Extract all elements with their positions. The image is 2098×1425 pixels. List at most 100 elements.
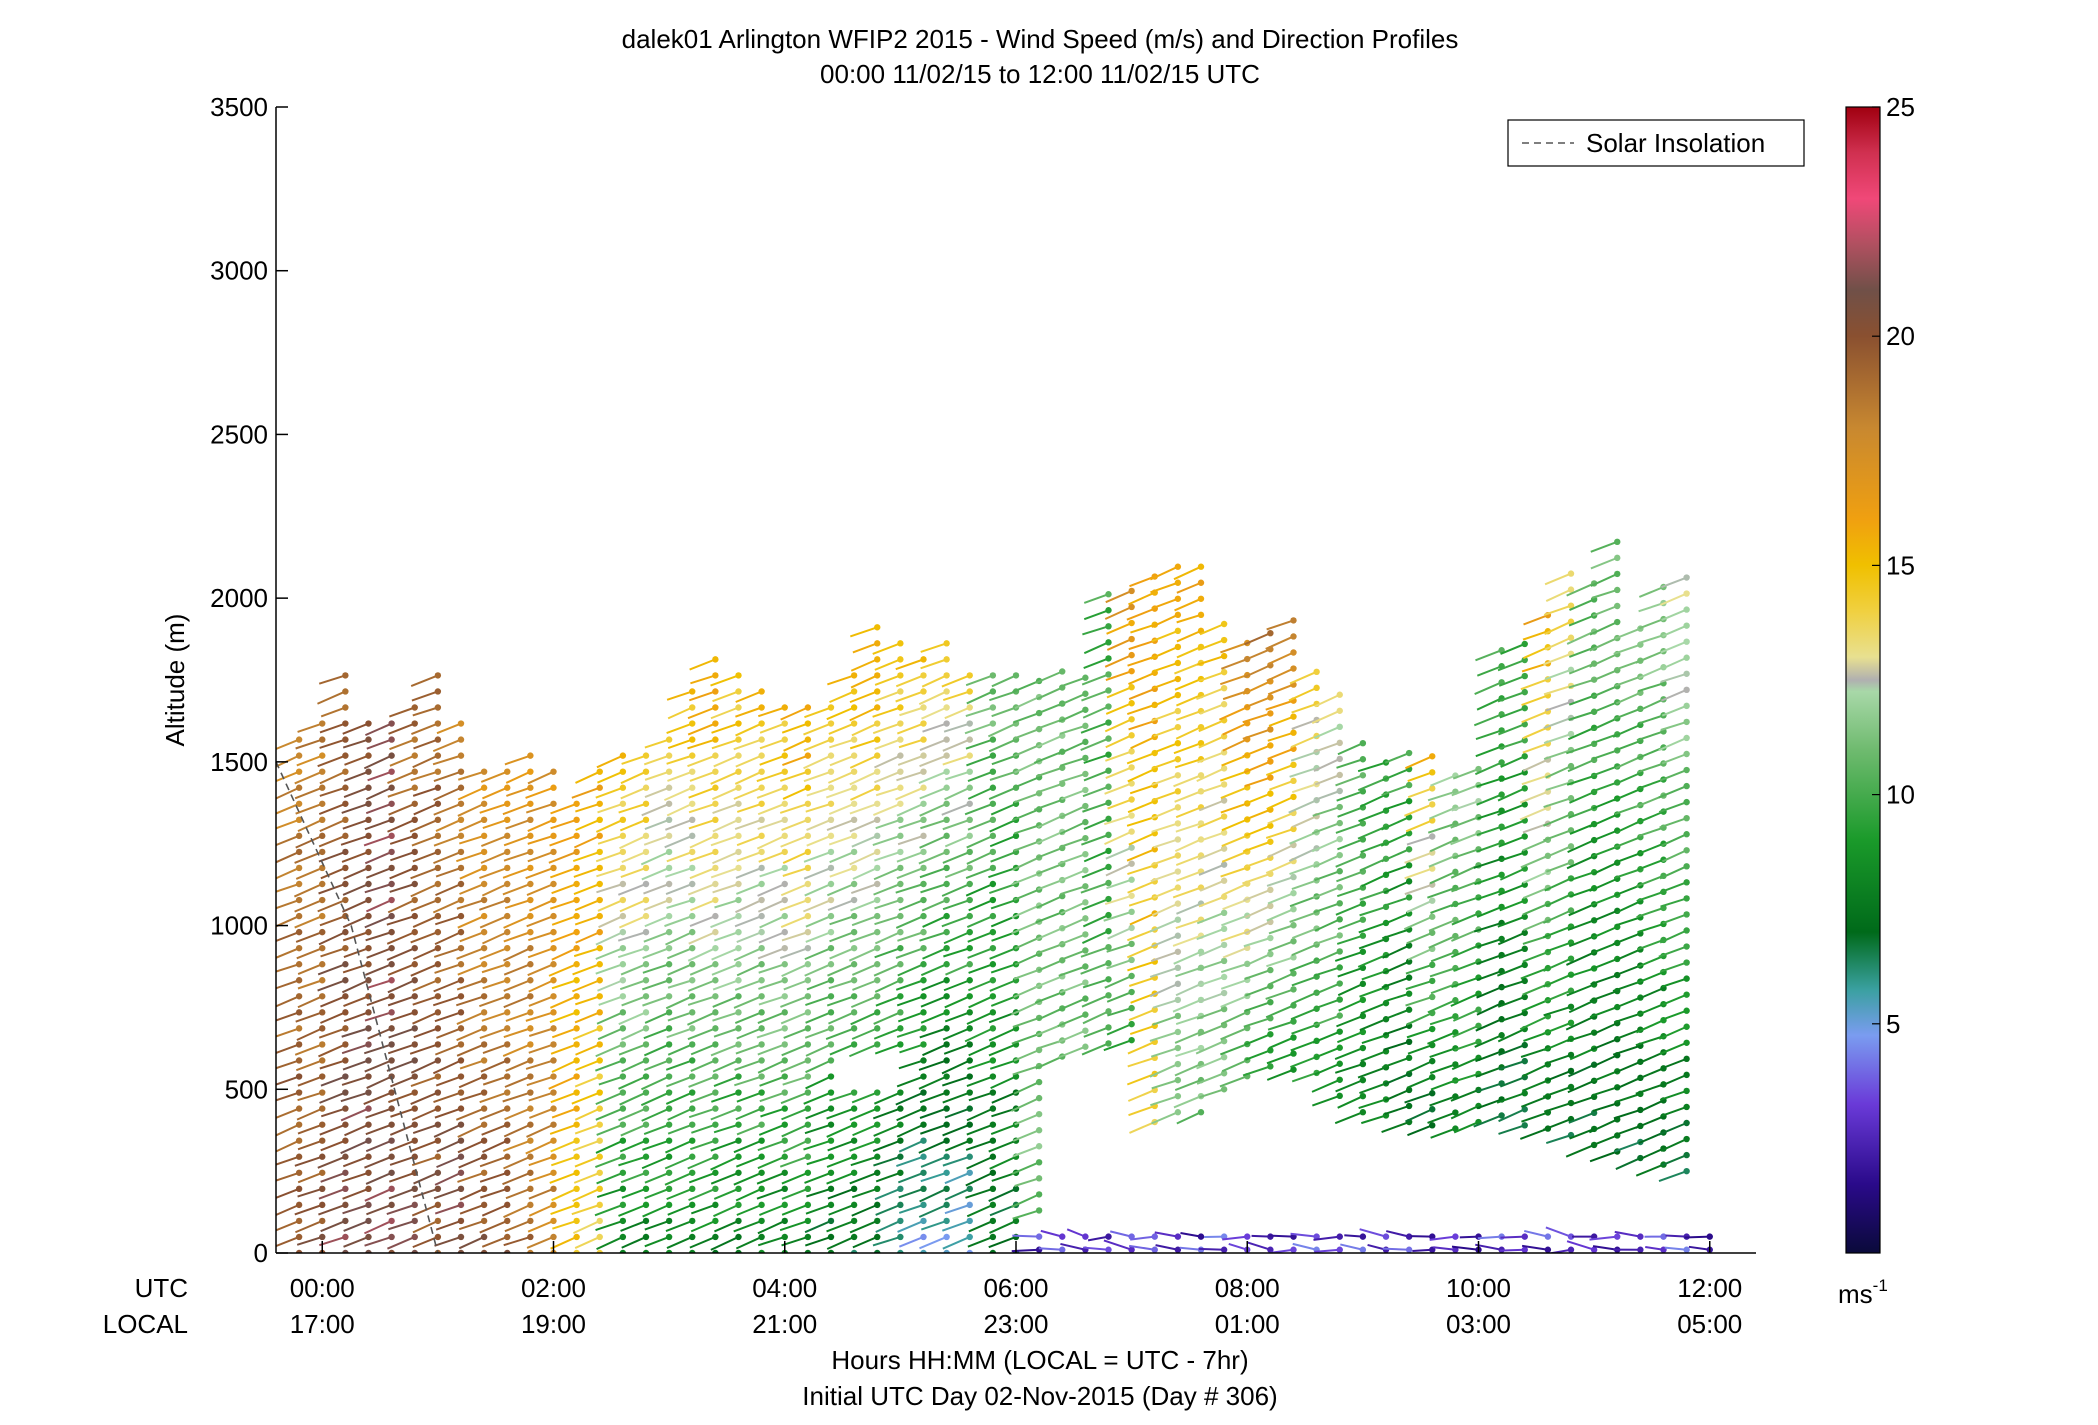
wind-barb [1568, 678, 1595, 689]
wind-barb [827, 1187, 855, 1200]
wind-barb [641, 1075, 670, 1091]
wind-barb-dot [573, 1105, 580, 1112]
wind-barb [1359, 1228, 1387, 1238]
wind-barb-dot [804, 1249, 812, 1253]
wind-barb [618, 1075, 647, 1090]
wind-barb [1104, 654, 1133, 668]
wind-barb [1637, 858, 1664, 871]
wind-barb [363, 834, 392, 847]
wind-barb [710, 866, 739, 879]
wind-barb-dot [827, 993, 835, 1000]
wind-barb [596, 1123, 624, 1136]
wind-barb [1036, 863, 1063, 875]
wind-barb [1127, 655, 1156, 667]
wind-barb [1314, 966, 1341, 977]
wind-barb-dot [1336, 1092, 1343, 1100]
wind-barb-dot [365, 1137, 372, 1144]
wind-barb-dot [1174, 1233, 1182, 1240]
wind-barb-dot [550, 1169, 557, 1176]
wind-barb-dot [943, 1217, 950, 1225]
wind-barb [1037, 847, 1063, 859]
wind-barb [526, 1075, 554, 1087]
wind-barb-dot [319, 1201, 326, 1209]
wind-barb-dot [689, 944, 696, 952]
x-tick-label-utc: 12:00 [1677, 1273, 1742, 1303]
wind-barb-dot [596, 1153, 603, 1160]
wind-barb-dot [596, 800, 603, 807]
wind-barb-dot [897, 816, 904, 824]
wind-barb-dot [1174, 1076, 1182, 1084]
wind-barb-dot [642, 784, 650, 791]
wind-barb [806, 1187, 832, 1198]
wind-barb-dot [689, 816, 696, 824]
wind-barb [895, 979, 924, 991]
wind-barb [1313, 758, 1341, 772]
wind-barb-dot [573, 1233, 580, 1241]
wind-barb [502, 883, 531, 896]
wind-barb-dot [1683, 895, 1690, 902]
wind-barb [1661, 1154, 1688, 1167]
wind-barb [920, 995, 947, 1008]
wind-barb [317, 1155, 346, 1169]
wind-barb-dot [735, 1201, 742, 1209]
wind-barb-dot [365, 1041, 372, 1048]
wind-barb-dot [689, 784, 696, 791]
wind-barb [366, 738, 392, 750]
wind-barb [1080, 962, 1109, 975]
wind-barb-dot [735, 1137, 742, 1144]
wind-barb [1244, 776, 1271, 788]
wind-barb [480, 1187, 508, 1199]
wind-barb [343, 1011, 369, 1023]
wind-barb [943, 1043, 971, 1055]
wind-barb [1543, 957, 1572, 972]
wind-barb [365, 899, 393, 913]
wind-barb-dot [758, 1073, 765, 1080]
wind-barb [1454, 1040, 1479, 1052]
wind-barb [943, 722, 971, 733]
wind-barb [1172, 886, 1202, 899]
wind-barb-dot [920, 832, 927, 840]
wind-barb-dot [319, 1121, 326, 1128]
wind-barb [1474, 761, 1503, 776]
wind-barb-dot [966, 1121, 973, 1128]
wind-barb-dot [735, 993, 742, 1000]
wind-barb [943, 947, 971, 958]
wind-barb-dot [827, 1041, 835, 1048]
y-tick-label: 2500 [210, 419, 268, 449]
wind-barb [1613, 1012, 1641, 1024]
wind-barb-dot [619, 977, 627, 984]
wind-barb-dot [480, 1217, 488, 1225]
wind-barb [736, 1091, 762, 1103]
wind-barb [1451, 800, 1479, 812]
wind-barb [713, 931, 739, 942]
wind-barb [1565, 1144, 1595, 1158]
wind-barb [1242, 872, 1271, 885]
wind-barb [1542, 909, 1572, 924]
wind-barb-dot [850, 688, 858, 695]
wind-barb-dot [874, 800, 881, 807]
wind-barb [1105, 670, 1132, 682]
wind-barb [1265, 1004, 1294, 1019]
wind-barb [1083, 641, 1109, 655]
wind-barb-dot [295, 1089, 303, 1096]
wind-barb [528, 1187, 554, 1200]
wind-barb-dot [943, 672, 950, 679]
wind-barb [781, 1236, 809, 1247]
wind-barb-dot [1174, 1060, 1182, 1068]
wind-barb [757, 1139, 786, 1152]
wind-barb [365, 867, 392, 879]
wind-barb-dot [1521, 785, 1528, 792]
wind-barb-dot [897, 944, 904, 952]
wind-barb [550, 1139, 578, 1153]
wind-barb [1545, 781, 1572, 791]
wind-barb [666, 947, 693, 960]
wind-barb [968, 995, 994, 1009]
wind-barb-dot [1290, 1246, 1297, 1253]
wind-barb [276, 1075, 300, 1086]
wind-barb-dot [1059, 1233, 1066, 1240]
wind-barb-dot [457, 864, 465, 872]
wind-barb-dot [319, 1057, 326, 1064]
wind-barb-dot [712, 880, 719, 888]
wind-barb-dot [573, 1137, 580, 1144]
wind-barb [896, 802, 924, 817]
